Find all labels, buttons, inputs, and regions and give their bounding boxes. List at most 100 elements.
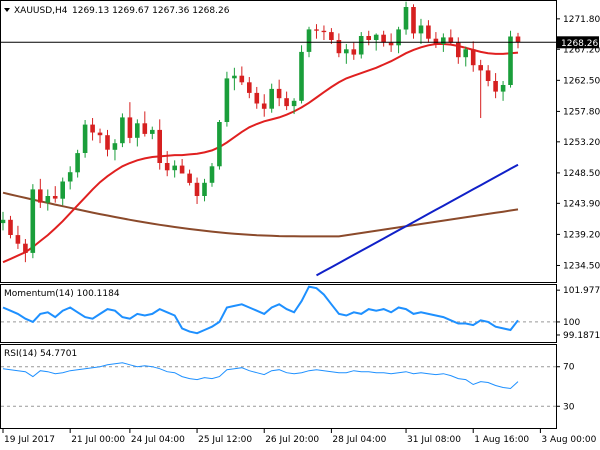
time-tick-label: 26 Jul 20:00 bbox=[265, 435, 319, 445]
candle bbox=[0, 211, 6, 231]
candle-body bbox=[321, 30, 327, 33]
candlesticks bbox=[0, 1, 521, 263]
price-tick-label: 1248.50 bbox=[563, 169, 600, 179]
candle-body bbox=[15, 235, 21, 244]
candle-body bbox=[366, 36, 371, 40]
candle bbox=[202, 178, 207, 202]
candle-body bbox=[217, 122, 222, 167]
candle-body bbox=[261, 103, 267, 109]
candle bbox=[164, 151, 170, 177]
candle bbox=[269, 83, 274, 113]
price-tick-label: 1271.80 bbox=[563, 15, 600, 25]
current-price-tag-text: 1268.26 bbox=[561, 39, 598, 49]
price-tick-label: 1239.20 bbox=[563, 230, 600, 240]
candle-body bbox=[269, 88, 274, 109]
candle bbox=[411, 4, 416, 39]
candle-body bbox=[358, 36, 364, 55]
rsi-y-axis: 70 30 bbox=[556, 363, 575, 412]
candle bbox=[358, 32, 364, 59]
rsi-tick-label: 30 bbox=[563, 402, 575, 412]
candle-body bbox=[411, 7, 416, 34]
symbol-timeframe-label: XAUUSD,H4 bbox=[14, 6, 68, 16]
sma100-line bbox=[316, 163, 519, 277]
candle bbox=[150, 126, 155, 140]
candle bbox=[38, 178, 43, 208]
candle-body bbox=[463, 49, 468, 58]
candle bbox=[426, 20, 431, 43]
candle bbox=[247, 77, 252, 99]
candle bbox=[478, 59, 483, 119]
candle-body bbox=[164, 163, 170, 171]
candle-body bbox=[403, 7, 409, 30]
candle-body bbox=[97, 132, 103, 136]
candle bbox=[179, 159, 185, 174]
candle bbox=[351, 42, 357, 60]
current-price-tag: 1268.26 bbox=[557, 36, 599, 49]
candle-body bbox=[45, 196, 51, 203]
candle-body bbox=[105, 135, 110, 150]
time-tick-label: 3 Aug 00:00 bbox=[541, 435, 596, 445]
candle bbox=[470, 41, 476, 72]
candle-body bbox=[112, 143, 118, 150]
candle bbox=[67, 166, 73, 190]
candle-body bbox=[142, 123, 148, 134]
price-tick-label: 1267.20 bbox=[563, 45, 600, 55]
candle-body bbox=[373, 34, 379, 40]
candle bbox=[314, 24, 319, 39]
momentum-tick-label: 101.9778 bbox=[563, 286, 600, 296]
candle-body bbox=[493, 81, 498, 92]
candle-body bbox=[60, 181, 65, 199]
candle-body bbox=[247, 82, 252, 93]
candle-body bbox=[441, 37, 446, 44]
candle-body bbox=[209, 166, 215, 183]
candle bbox=[120, 113, 125, 148]
candle-body bbox=[150, 129, 155, 134]
candle bbox=[239, 66, 245, 85]
candle-body bbox=[239, 75, 245, 83]
candle bbox=[52, 186, 58, 203]
candle-body bbox=[299, 51, 304, 101]
collapse-triangle-icon[interactable] bbox=[4, 8, 10, 12]
candle-body bbox=[306, 29, 312, 52]
candle bbox=[82, 120, 88, 158]
candle bbox=[187, 169, 192, 186]
candle-body bbox=[351, 49, 357, 55]
rsi-panel-frame bbox=[0, 344, 557, 429]
candle bbox=[135, 119, 140, 147]
price-tick-label: 1257.80 bbox=[563, 107, 600, 117]
candle-body bbox=[172, 165, 177, 171]
candle-body bbox=[90, 124, 95, 133]
candle bbox=[276, 79, 282, 107]
candle-body bbox=[52, 196, 58, 199]
candle-body bbox=[202, 182, 207, 196]
candle-body bbox=[344, 49, 349, 54]
candle-body bbox=[515, 36, 521, 43]
candle bbox=[500, 81, 506, 101]
candle-body bbox=[336, 40, 342, 54]
moving-averages bbox=[2, 43, 519, 277]
price-tick-label: 1243.90 bbox=[563, 199, 600, 209]
candle bbox=[291, 98, 297, 115]
ohlc-readout: 1269.13 1269.67 1267.36 1268.26 bbox=[72, 6, 230, 16]
candle-body bbox=[433, 38, 439, 44]
candle-body bbox=[135, 123, 140, 138]
candle-body bbox=[291, 100, 297, 107]
candle bbox=[23, 239, 28, 263]
rsi-tick-label: 70 bbox=[563, 363, 575, 373]
time-tick-label: 24 Jul 04:00 bbox=[131, 435, 185, 445]
candle bbox=[485, 65, 491, 87]
candle bbox=[90, 118, 95, 141]
candle-body bbox=[224, 78, 230, 122]
candle-body bbox=[329, 32, 334, 40]
candle bbox=[157, 119, 162, 170]
time-tick-label: 31 Jul 08:00 bbox=[407, 435, 461, 445]
time-tick-label: 21 Jul 00:00 bbox=[71, 435, 125, 445]
candle-body bbox=[0, 219, 6, 224]
time-tick-label: 1 Aug 16:00 bbox=[474, 435, 529, 445]
candle bbox=[463, 46, 468, 67]
candle bbox=[493, 73, 498, 99]
time-axis: 19 Jul 2017 21 Jul 00:00 24 Jul 04:00 25 Ju… bbox=[2, 429, 597, 445]
candle-body bbox=[508, 36, 513, 85]
time-tick-label: 28 Jul 04:00 bbox=[332, 435, 386, 445]
momentum-title: Momentum(14) 100.1184 bbox=[4, 289, 120, 299]
